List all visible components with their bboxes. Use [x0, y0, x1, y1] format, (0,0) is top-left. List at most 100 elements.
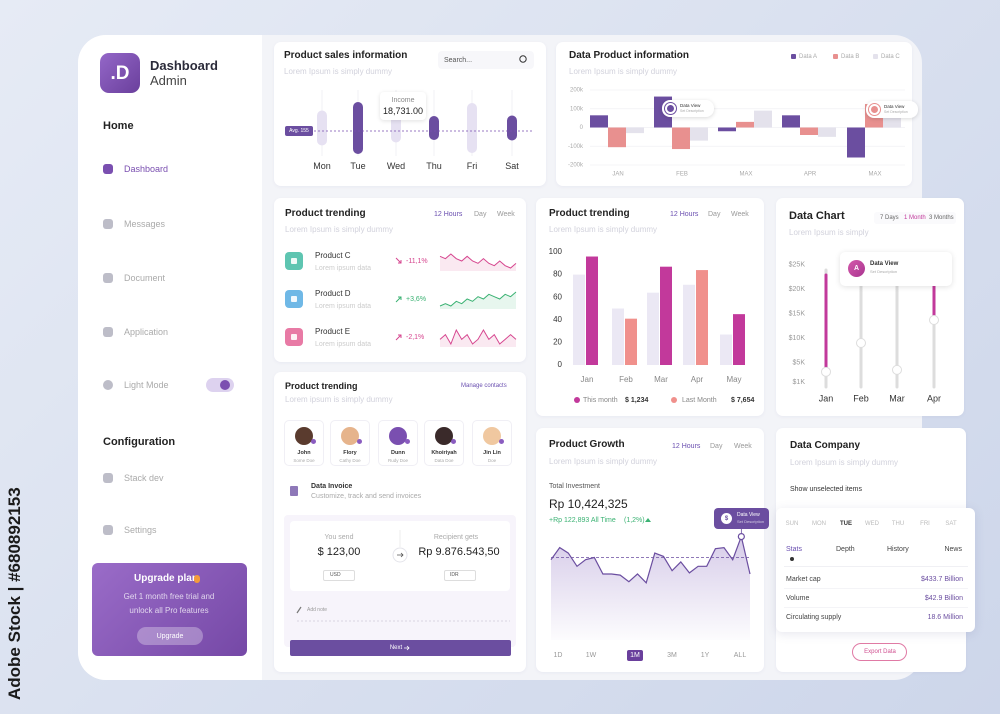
avatar: [435, 427, 453, 445]
product-icon-inner: [291, 334, 297, 340]
logo: [100, 53, 140, 93]
tab[interactable]: 3 Months: [929, 215, 954, 221]
day-tab[interactable]: FRI: [920, 521, 930, 527]
watermark: Adobe Stock | #680892153: [5, 487, 24, 700]
nav-item[interactable]: Light Mode: [124, 379, 169, 390]
day-tab[interactable]: SUN: [785, 521, 799, 527]
tab[interactable]: 12 Hours: [670, 210, 699, 218]
tooltip-text: Set Description: [737, 519, 765, 524]
invoice-icon: [290, 486, 298, 496]
upgrade-button[interactable]: [137, 627, 203, 645]
nav-icon: [103, 525, 113, 535]
manage-link[interactable]: Manage contacts: [461, 383, 507, 389]
stats-tab[interactable]: Depth: [836, 545, 855, 553]
tab[interactable]: 1 Month: [904, 215, 926, 221]
nav-icon: [103, 327, 113, 337]
range-button[interactable]: 1Y: [700, 652, 710, 659]
product-icon-inner: [291, 258, 297, 264]
day-tab[interactable]: TUE: [840, 521, 852, 527]
currency: USD: [330, 572, 341, 578]
contact-name: Dunn: [390, 450, 406, 457]
range-button[interactable]: 1W: [585, 652, 597, 659]
currency-select[interactable]: [323, 570, 355, 581]
tab[interactable]: Week: [734, 442, 752, 450]
toggle-label[interactable]: Show unselected items: [790, 485, 862, 493]
stat-value: $433.7 Billion: [920, 575, 963, 583]
x-tick-label: Fri: [466, 160, 478, 171]
range-button[interactable]: 1D: [553, 652, 563, 659]
app-subtitle: Admin: [150, 72, 187, 88]
avg-pill: [285, 126, 313, 136]
nav-item[interactable]: Application: [124, 326, 169, 337]
status-dot: [451, 439, 456, 444]
card-title: Product trending: [549, 208, 630, 219]
avatar: [483, 427, 501, 445]
contact-name: Jin Lin: [483, 450, 501, 457]
tooltip-badge: [869, 104, 880, 115]
range-button[interactable]: 1M: [630, 652, 640, 659]
stats-tab[interactable]: History: [887, 545, 909, 553]
range-button[interactable]: 3M: [667, 652, 677, 659]
card-subtitle: Lorem Ipsum is simply dummy: [284, 67, 393, 76]
card-subtitle: Lorem Ipsum is simply: [789, 228, 869, 237]
receive-amount: Rp 9.876.543,50: [418, 545, 500, 558]
contact-name: Khoiriyah: [431, 450, 457, 457]
product-text: Lorem ipsum data: [315, 340, 372, 348]
card-title: Product trending: [285, 380, 358, 391]
upgrade-card: [92, 563, 247, 656]
card-title: Product trending: [285, 208, 366, 219]
add-note[interactable]: Add note: [307, 606, 328, 613]
day-tab[interactable]: MON: [812, 521, 826, 527]
avatar: [295, 427, 313, 445]
section-heading: Configuration: [103, 435, 176, 448]
stats-tab[interactable]: Stats: [786, 545, 802, 553]
tooltip-text: Set Description: [680, 109, 704, 114]
export-button[interactable]: [852, 643, 907, 661]
x-tick-label: Wed: [386, 160, 406, 171]
tab[interactable]: 7 Days: [880, 215, 899, 221]
nav-item[interactable]: Dashboard: [124, 163, 169, 174]
tooltip-badge-text: $: [724, 515, 729, 522]
tab[interactable]: 12 Hours: [672, 442, 701, 450]
tooltip-value: 18,731.00: [382, 105, 424, 116]
section-heading: Home: [103, 119, 134, 132]
legend-amount: $ 1,234: [625, 396, 649, 404]
range-active: [627, 650, 643, 661]
upgrade-text: Get 1 month free trial and: [123, 592, 215, 601]
day-tab[interactable]: THU: [891, 521, 905, 527]
nav-item[interactable]: Document: [124, 272, 166, 283]
nav-icon: [103, 164, 113, 174]
legend-label: Data A: [799, 54, 818, 60]
avg-label: Avg. 155: [289, 127, 309, 134]
divider: [784, 566, 968, 567]
tooltip-badge: [848, 260, 865, 277]
nav-item[interactable]: Settings: [124, 524, 157, 535]
avatar: [389, 427, 407, 445]
nav-item[interactable]: Messages: [124, 218, 166, 229]
investment-percent: (1,2%): [624, 516, 645, 524]
next-button[interactable]: [290, 640, 511, 656]
tab[interactable]: 12 Hours: [434, 210, 463, 218]
tab[interactable]: Day: [710, 442, 723, 450]
day-tab[interactable]: WED: [865, 521, 879, 527]
x-tick-label: Thu: [426, 160, 442, 171]
tab[interactable]: Day: [708, 210, 721, 218]
nav-icon: [103, 273, 113, 283]
tab[interactable]: Week: [497, 210, 515, 218]
product-name: Product E: [315, 327, 351, 336]
x-tick-label: Mon: [313, 160, 331, 171]
tooltip-badge: [665, 103, 676, 114]
contact-name: Flory: [343, 450, 357, 457]
tab[interactable]: Week: [731, 210, 749, 218]
tab[interactable]: Day: [474, 210, 487, 218]
stats-tab[interactable]: News: [944, 545, 962, 553]
nav-item[interactable]: Stack dev: [124, 472, 164, 483]
day-tab[interactable]: SAT: [945, 521, 957, 527]
product-text: Lorem ipsum data: [315, 264, 372, 272]
status-dot: [357, 439, 362, 444]
tooltip-title: Data View: [884, 103, 905, 109]
range-button[interactable]: ALL: [733, 652, 747, 659]
search-box[interactable]: [438, 51, 534, 69]
currency-select[interactable]: [444, 570, 476, 581]
